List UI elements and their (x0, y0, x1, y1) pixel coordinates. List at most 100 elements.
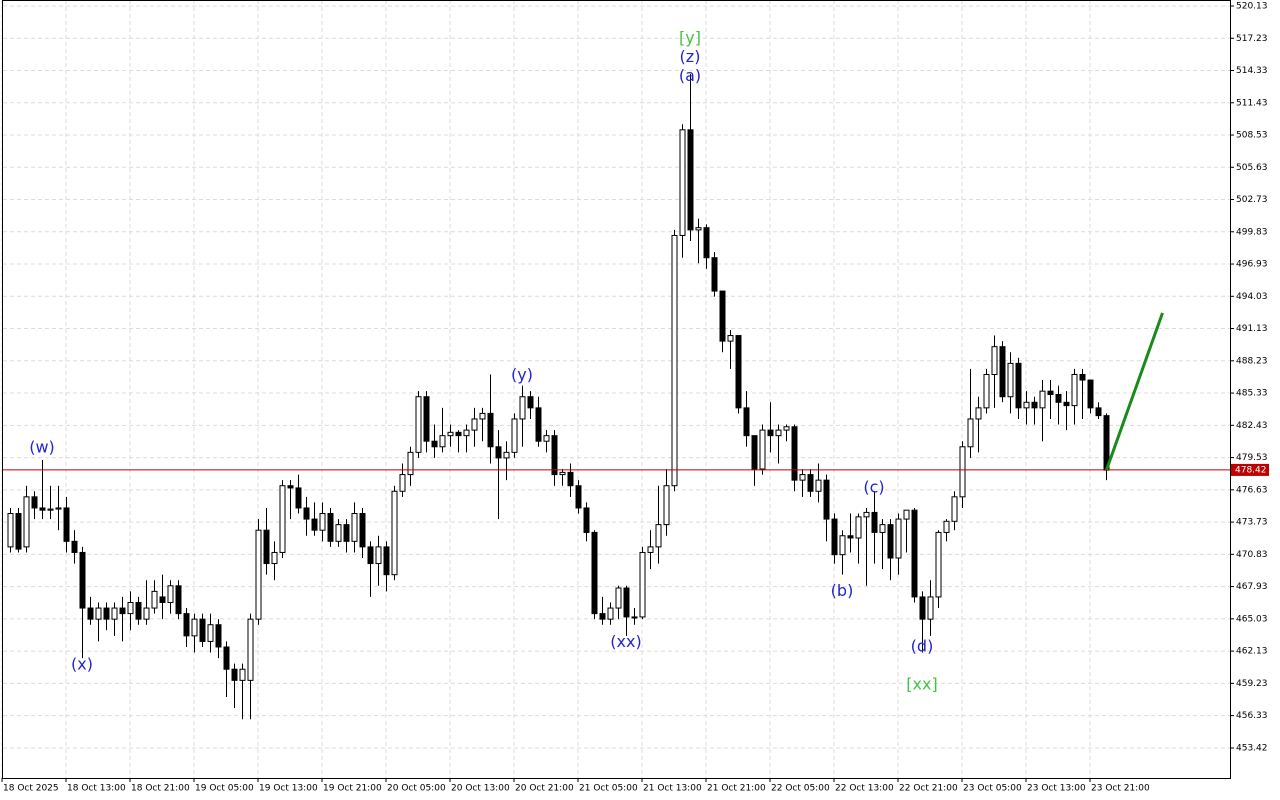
x-tick-label: 22 Oct 05:00 (771, 784, 830, 794)
candle-body (175, 585, 182, 615)
candle-body (103, 607, 110, 620)
candle-body (543, 435, 550, 442)
candle-body (239, 668, 246, 681)
candle-body (695, 227, 702, 231)
candle-body (519, 396, 526, 420)
y-tick-label: 453.42 (1236, 743, 1268, 753)
candle-body (295, 487, 302, 509)
y-tick-label: 517.23 (1236, 34, 1268, 44)
candle-body (511, 418, 518, 453)
candle-body (895, 518, 902, 559)
candle-body (959, 446, 966, 498)
candle-body (23, 496, 30, 548)
candle-body (143, 607, 150, 620)
x-tick-label: 20 Oct 21:00 (515, 784, 574, 794)
candle-body (471, 418, 478, 431)
wave-label: (x) (71, 654, 93, 673)
candle-body (1039, 390, 1046, 409)
candle-body (1047, 390, 1054, 396)
candle-body (527, 396, 534, 409)
candle-body (135, 601, 142, 620)
candle-body (679, 129, 686, 236)
candle-body (167, 585, 174, 603)
candle-body (535, 407, 542, 442)
y-tick-label: 465.03 (1236, 614, 1268, 624)
candle-body (455, 431, 462, 437)
candle-body (263, 529, 270, 565)
candle-body (575, 485, 582, 509)
overlay: 478.42 (w) (x) (y) [y](z)(a) (xx) (b) (c) (d) [xx… (3, 28, 1269, 693)
candle-body (119, 607, 126, 615)
candle-body (711, 257, 718, 292)
x-tick-label: 18 Oct 21:00 (131, 784, 190, 794)
y-tick-label: 488.23 (1236, 356, 1268, 366)
candle-body (311, 518, 318, 531)
x-tick-label: 22 Oct 21:00 (899, 784, 958, 794)
candle-body (591, 531, 598, 615)
candle-body (791, 426, 798, 481)
candle-body (863, 511, 870, 518)
candle-body (1079, 373, 1086, 381)
candle-body (223, 646, 230, 670)
candle-body (111, 607, 118, 620)
candle-body (759, 429, 766, 470)
candle-body (839, 535, 846, 556)
candle-body (727, 335, 734, 342)
candle-body (1087, 379, 1094, 409)
candle-body (47, 508, 54, 511)
y-tick-label: 499.83 (1236, 227, 1268, 237)
candle-body (319, 513, 326, 531)
candle-body (447, 431, 454, 437)
candle-body (599, 613, 606, 620)
wave-label: (y) (511, 365, 533, 384)
candle-body (551, 435, 558, 476)
candle-body (479, 412, 486, 420)
plot-frame (2, 0, 1231, 779)
candle-body (63, 507, 70, 542)
candle-body (639, 551, 646, 618)
candle-body (903, 509, 910, 520)
candle-body (231, 668, 238, 681)
candle-body (271, 551, 278, 565)
candle-body (95, 607, 102, 620)
candle-body (983, 373, 990, 409)
candle-body (623, 587, 630, 618)
candle-body (631, 616, 638, 619)
candle-body (951, 496, 958, 522)
candle-body (327, 513, 334, 542)
candle-body (375, 546, 382, 565)
candle-body (655, 524, 662, 548)
candle-body (255, 529, 262, 620)
y-tick-label: 520.13 (1236, 2, 1268, 12)
candle-body (671, 234, 678, 487)
wave-label: (b) (831, 581, 854, 600)
candle-body (823, 479, 830, 520)
candle-body (567, 471, 574, 487)
y-tick-label: 462.13 (1236, 647, 1268, 657)
candle-body (399, 474, 406, 492)
candle-body (911, 509, 918, 598)
candle-body (615, 587, 622, 609)
x-tick-label: 20 Oct 13:00 (451, 784, 510, 794)
candle-body (7, 513, 14, 548)
candle-body (431, 440, 438, 448)
candle-body (799, 474, 806, 481)
candle-body (207, 624, 214, 642)
x-tick-label: 19 Oct 21:00 (323, 784, 382, 794)
candle-body (559, 471, 566, 476)
candle-body (815, 479, 822, 492)
candle-body (735, 335, 742, 409)
candle-body (367, 546, 374, 565)
candle-body (807, 474, 814, 492)
candle-body (1071, 373, 1078, 407)
candle-body (935, 531, 942, 598)
candle-body (191, 618, 198, 637)
x-tick-label: 21 Oct 13:00 (643, 784, 702, 794)
candle-body (999, 346, 1006, 398)
candle-body (159, 596, 166, 603)
candle-body (407, 451, 414, 476)
x-tick-label: 21 Oct 05:00 (579, 784, 638, 794)
wave-label: (xx) (610, 632, 641, 651)
x-tick-label: 20 Oct 05:00 (387, 784, 446, 794)
